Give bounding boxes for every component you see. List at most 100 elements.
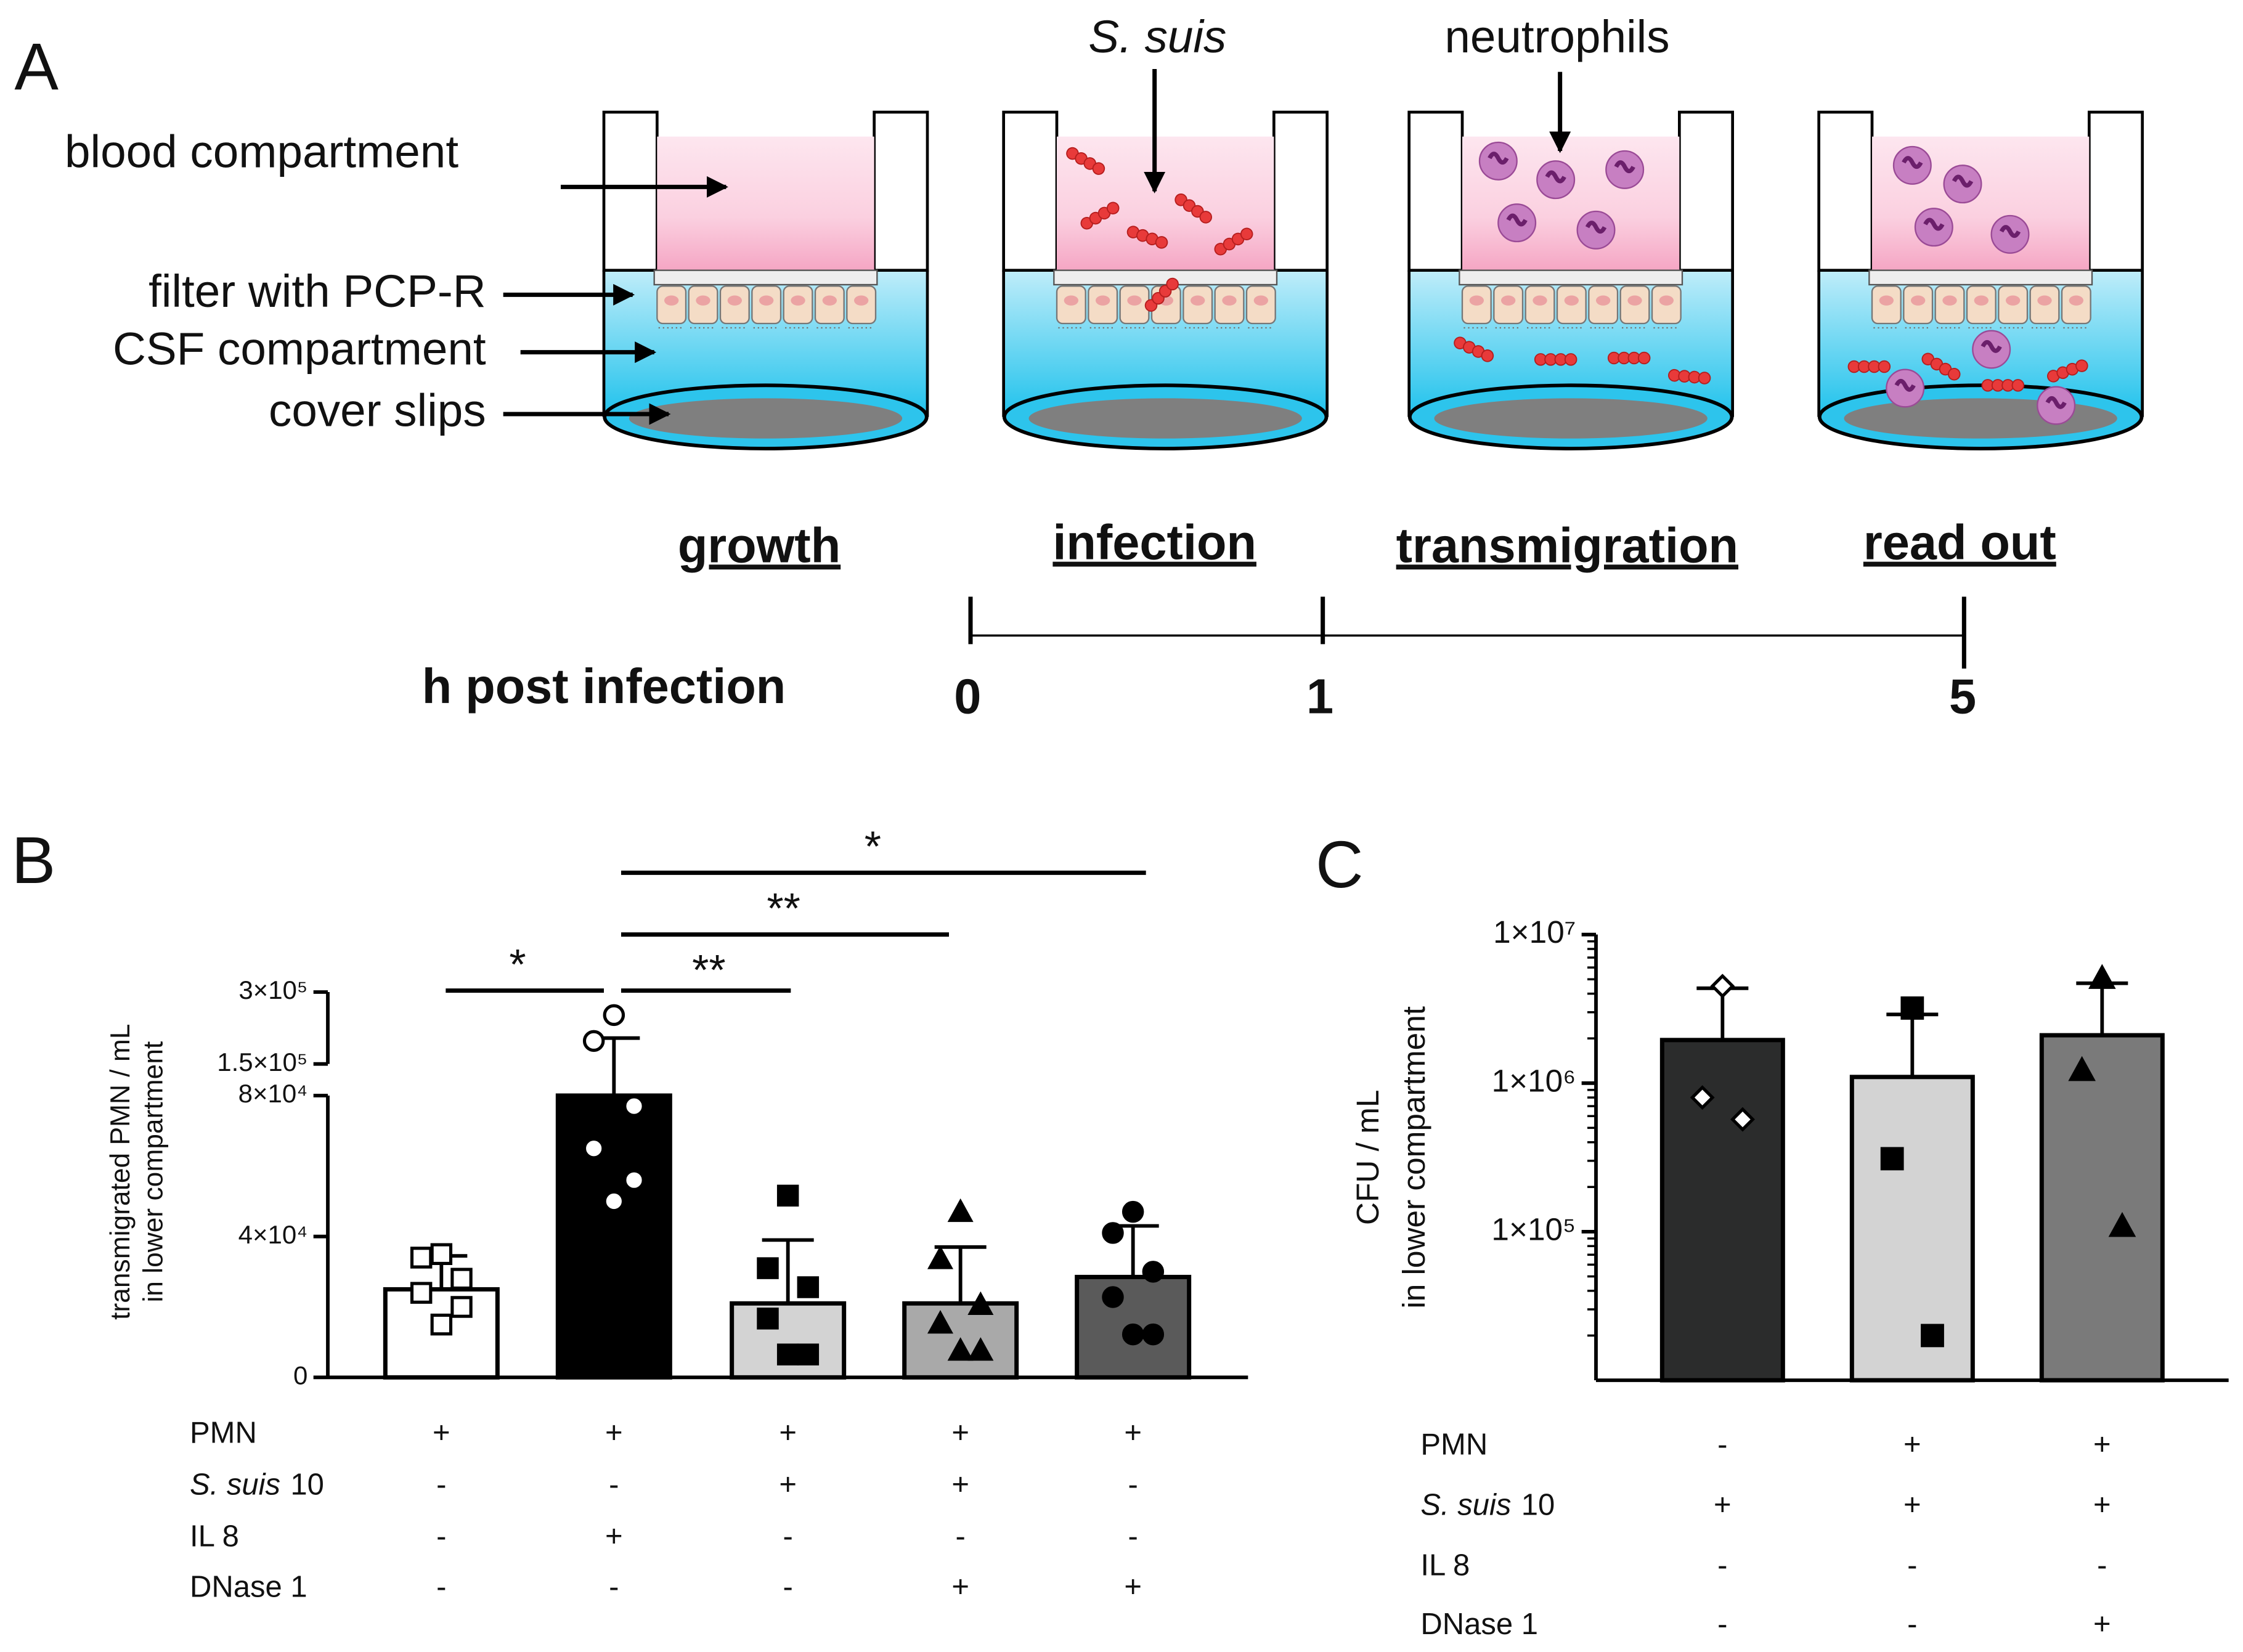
well-wall [1407, 110, 1464, 272]
y-axis-label: in lower compartment [1396, 1006, 1431, 1309]
condition-value: - [1128, 1520, 1138, 1553]
condition-label: PMN [1420, 1428, 1488, 1461]
coccus [1947, 367, 1961, 381]
point [450, 1296, 473, 1318]
condition-value: - [783, 1520, 793, 1553]
condition-value: - [1717, 1428, 1727, 1461]
significance-label: * [509, 940, 526, 988]
bacterium [1174, 193, 1213, 224]
point [1921, 1324, 1944, 1348]
point [430, 1313, 453, 1336]
neutrophil-nucleus [1545, 170, 1566, 184]
timeline-tick: 5 [1949, 669, 1976, 723]
bacterium [1454, 336, 1494, 362]
neutrophil-nucleus [1894, 378, 1916, 392]
y-axis-label: transmigrated PMN / mL [105, 1023, 136, 1319]
condition-label: DNase 1 [1420, 1608, 1538, 1641]
condition-value: - [2097, 1548, 2107, 1582]
point [1710, 974, 1735, 999]
well-wall [1817, 110, 1874, 272]
condition-label-italic: S. suis [190, 1468, 280, 1502]
condition-label-italic: S. suis [1420, 1488, 1511, 1521]
condition-label: PMN [190, 1417, 257, 1450]
timeline-tick: 0 [954, 669, 981, 723]
y-tick-label: 8×10⁴ [238, 1079, 308, 1108]
bacterium [1847, 360, 1891, 373]
point [1900, 996, 1924, 1020]
condition-value: + [433, 1417, 450, 1450]
nucleus [1974, 295, 1989, 306]
nucleus [1096, 295, 1110, 306]
point [430, 1243, 453, 1265]
point [967, 1291, 994, 1315]
condition-label-text: DNase 1 [190, 1570, 307, 1603]
point [1122, 1323, 1144, 1346]
bacterium [2047, 359, 2088, 383]
nucleus [759, 295, 774, 306]
well-wall [602, 110, 659, 272]
point [947, 1198, 974, 1223]
well-wall [1678, 110, 1734, 272]
point [2108, 1211, 2136, 1237]
timeline-tick: 1 [1306, 669, 1333, 723]
neutrophil-nucleus [1902, 156, 1923, 169]
condition-label: IL 8 [1420, 1548, 1470, 1582]
condition-value: - [436, 1468, 446, 1502]
condition-label: S. suis 10 [1420, 1488, 1555, 1521]
bacterium [1214, 227, 1253, 256]
stage: growth [678, 518, 841, 572]
neutrophil-nucleus [1980, 340, 2002, 353]
point [1142, 1323, 1165, 1346]
condition-label-text: PMN [1420, 1428, 1488, 1461]
bacterium [1981, 379, 2025, 392]
condition-value: + [1124, 1417, 1142, 1450]
bar [1659, 1038, 1785, 1383]
condition-value: - [1907, 1548, 1917, 1582]
bacteria-label: S. suis [1088, 10, 1226, 62]
condition-label-text: PMN [190, 1417, 257, 1450]
transwell-diagram [602, 110, 2144, 450]
point [2068, 1056, 2096, 1081]
coccus [1155, 236, 1168, 249]
condition-value: + [605, 1520, 623, 1553]
neutrophil-nucleus [1923, 218, 1945, 231]
condition-value: - [1717, 1548, 1727, 1582]
well-wall [1002, 110, 1059, 272]
neutrophil-nucleus [1585, 221, 1607, 234]
neutrophil-nucleus [1952, 174, 1974, 188]
neutrophil-nucleus [1506, 213, 1528, 227]
y-tick-label: 4×10⁴ [238, 1220, 308, 1249]
condition-value: + [779, 1468, 797, 1502]
filter [1053, 269, 1278, 286]
condition-value: + [2093, 1608, 2111, 1641]
label: cover slips [269, 385, 486, 436]
bar [1849, 1075, 1975, 1383]
coccus [1199, 211, 1213, 224]
point [623, 1169, 645, 1191]
panel-letter: A [14, 30, 59, 104]
nucleus [822, 295, 837, 306]
y-tick-label: 0 [293, 1361, 307, 1390]
significance-label: * [865, 822, 881, 870]
coccus [1481, 349, 1494, 362]
cover-slip [1844, 398, 2117, 439]
bacterium [1921, 352, 1961, 381]
nucleus [1596, 295, 1611, 306]
coccus [1092, 162, 1105, 175]
neutrophil-nucleus [1488, 152, 1509, 165]
condition-value: - [783, 1570, 793, 1603]
nucleus [2069, 295, 2083, 306]
nucleus [1222, 295, 1237, 306]
point [927, 1310, 954, 1334]
point [1102, 1222, 1124, 1244]
condition-value: + [951, 1570, 969, 1603]
point [582, 1137, 605, 1160]
well-wall [2088, 110, 2144, 272]
y-tick-label: 1.5×10⁵ [217, 1048, 307, 1076]
condition-value: + [2093, 1428, 2111, 1461]
condition-value: + [951, 1468, 969, 1502]
point [450, 1267, 473, 1290]
point [1102, 1286, 1124, 1308]
coccus [1240, 227, 1253, 241]
bacterium [1534, 353, 1577, 366]
